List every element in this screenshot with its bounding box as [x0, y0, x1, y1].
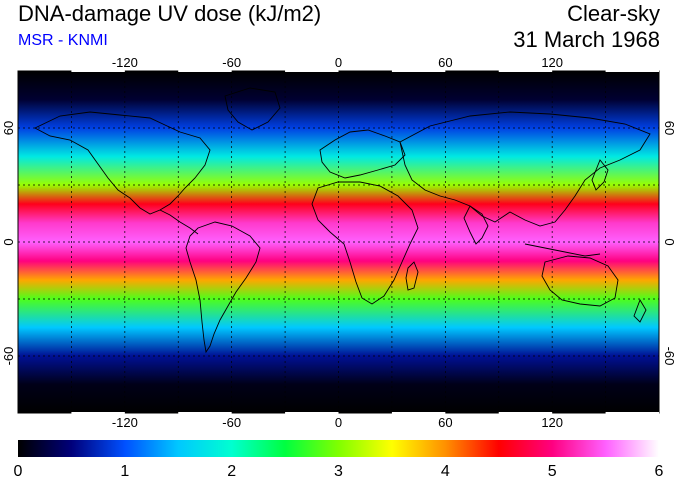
frame-tick-segment [285, 412, 339, 415]
frame-tick-segment [605, 69, 659, 72]
coastline-greenland [224, 87, 281, 131]
lon-tick-label: 60 [438, 55, 452, 70]
lat-tick-label: -60 [662, 347, 677, 366]
colorbar-tick-label: 1 [120, 463, 129, 480]
colorbar [18, 440, 659, 457]
coastline-europe [319, 129, 406, 179]
condition-label: Clear-sky [567, 1, 660, 26]
colorbar-tick-label: 5 [548, 463, 557, 480]
lon-tick-label: 120 [541, 55, 563, 70]
frame-tick-segment [391, 412, 446, 415]
lat-tick-label: 60 [1, 121, 16, 135]
lon-labels-bottom: -120 -60 0 60 120 [112, 415, 563, 430]
lon-tick-label: 0 [335, 55, 342, 70]
frame-tick-segment [498, 69, 553, 72]
source-label: MSR - KNMI [18, 32, 108, 49]
frame-tick-segment [605, 412, 659, 415]
coastline-madagascar [405, 261, 419, 291]
lat-labels-left: 60 0 -60 [1, 121, 16, 366]
map-title: DNA-damage UV dose (kJ/m2) [18, 1, 322, 26]
frame-tick-segment [498, 412, 553, 415]
graticule [18, 71, 659, 413]
frame-tick-segment [71, 412, 125, 415]
coastline-japan [591, 159, 609, 191]
frame-tick-segment [391, 69, 446, 72]
frame-tick-segment [71, 69, 125, 72]
lon-tick-label: 0 [335, 415, 342, 430]
coastline-africa [311, 181, 419, 305]
frame-tick-segment [178, 69, 232, 72]
lat-tick-label: -60 [1, 347, 16, 366]
frame-tick-segment [178, 412, 232, 415]
colorbar-tick-label: 0 [14, 463, 23, 480]
lon-tick-label: -60 [222, 55, 241, 70]
colorbar-tick-label: 4 [441, 463, 450, 480]
lon-tick-label: -60 [222, 415, 241, 430]
date-label: 31 March 1968 [513, 27, 660, 52]
colorbar-tick-labels: 0 1 2 3 4 5 6 [14, 463, 664, 480]
frame-tick-segment [285, 69, 339, 72]
lat-tick-label: 0 [662, 238, 677, 245]
lat-labels-right: 60 0 -60 [662, 121, 677, 366]
colorbar-tick-label: 2 [227, 463, 236, 480]
lon-tick-label: -120 [112, 55, 138, 70]
coastline-indonesia [524, 243, 601, 257]
lat-tick-label: 0 [1, 238, 16, 245]
coastline-india [463, 205, 489, 245]
coastline-central-america [159, 209, 199, 235]
lon-labels-top: -120 -60 0 60 120 [112, 55, 563, 70]
colorbar-tick-label: 6 [655, 463, 664, 480]
lon-tick-label: 60 [438, 415, 452, 430]
lat-tick-label: 60 [662, 121, 677, 135]
colorbar-tick-label: 3 [334, 463, 343, 480]
lon-tick-label: -120 [112, 415, 138, 430]
coastline-new-zealand [633, 298, 647, 323]
lon-tick-label: 120 [541, 415, 563, 430]
coastline-australia [541, 255, 619, 307]
coastline-south-america [185, 221, 261, 354]
